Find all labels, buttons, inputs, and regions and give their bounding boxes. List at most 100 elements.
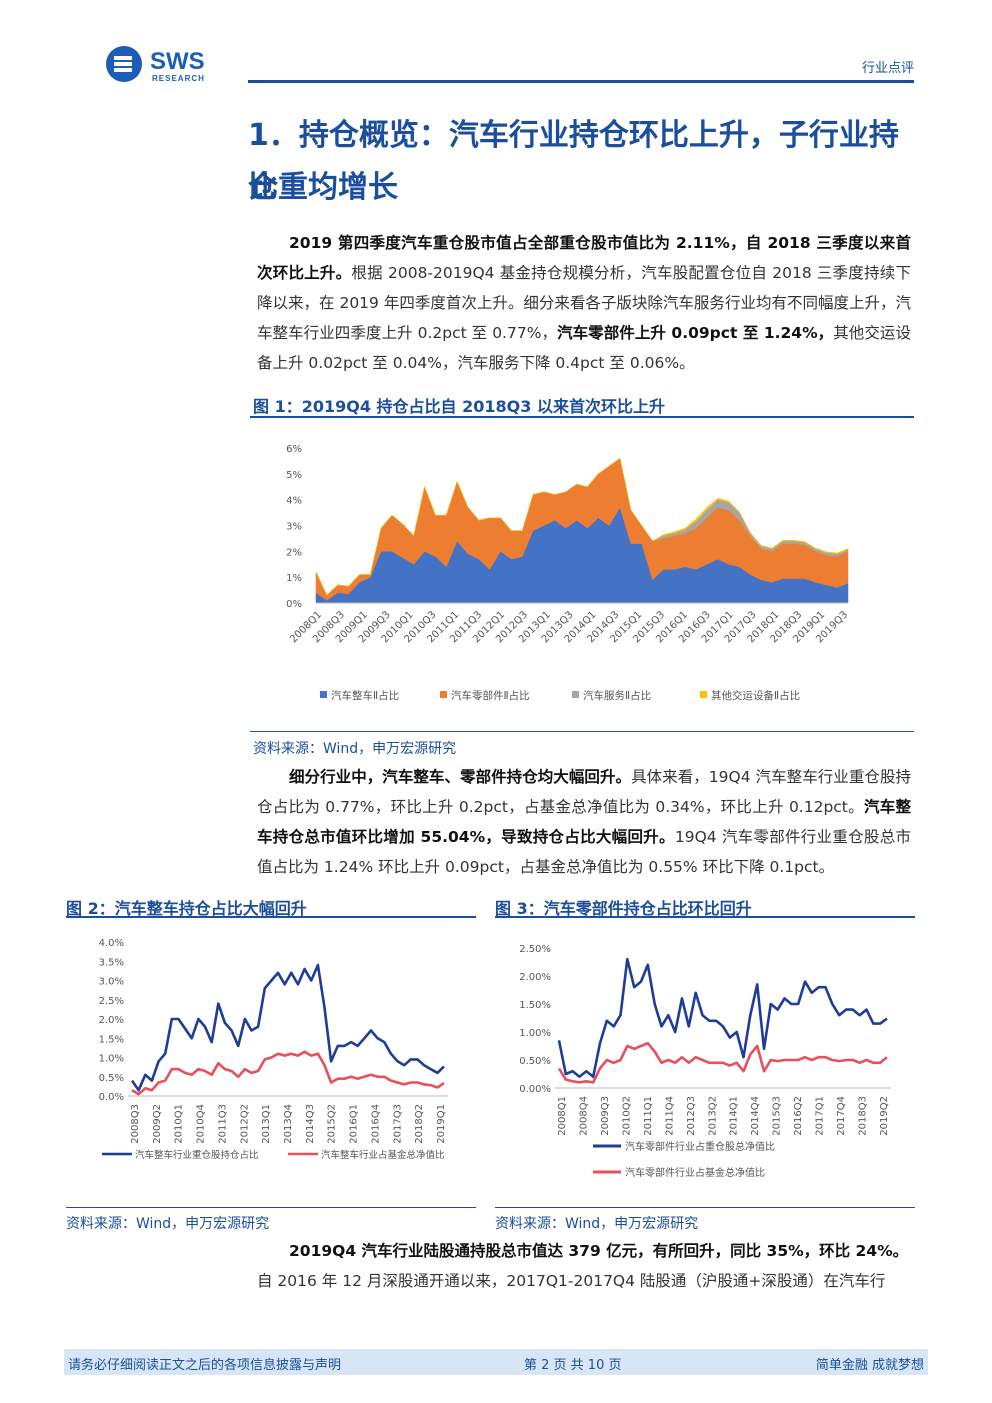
y-tick-label: 0.00% (519, 1084, 551, 1095)
y-tick-label: 0% (286, 599, 302, 610)
y-tick-label: 3.5% (99, 957, 124, 968)
y-tick-label: 3% (286, 522, 302, 533)
area-series-3 (315, 457, 849, 596)
x-tick-label: 2008Q4 (578, 1096, 589, 1136)
legend-label: 汽车整车行业占基金总净值比 (321, 1149, 445, 1161)
footer-disclaimer: 请务必仔细阅读正文之后的各项信息披露与声明 (68, 1358, 342, 1373)
y-tick-label: 4% (286, 496, 302, 507)
legend-label: 其他交运设备Ⅱ占比 (711, 689, 800, 702)
footer-page-number: 第 2 页 共 10 页 (524, 1358, 622, 1373)
y-tick-label: 1.50% (519, 1000, 551, 1011)
x-tick-label: 2013Q1 (261, 1104, 272, 1144)
x-tick-label: 2015Q2 (327, 1104, 338, 1144)
paragraph-1-text2: 其他交运设备上升 0.02pct 至 0.04%，汽车服务下降 0.4pct 至… (257, 324, 911, 372)
fig3-source: 资料来源：Wind，申万宏源研究 (495, 1216, 699, 1232)
report-category: 行业点评 (861, 61, 914, 76)
fig1-stacked-area-chart: 0%1%2%3%4%5%6%2008Q12008Q32009Q12009Q320… (286, 444, 850, 702)
x-tick-label: 2008Q1 (557, 1096, 568, 1136)
x-tick-label: 2008Q3 (130, 1104, 141, 1144)
footer-slogan: 简单金融 成就梦想 (815, 1358, 924, 1373)
y-tick-label: 4.0% (99, 938, 124, 949)
sws-logo-mark (106, 46, 142, 82)
x-tick-label: 2014Q4 (750, 1096, 761, 1136)
fig2-source: 资料来源：Wind，申万宏源研究 (66, 1216, 270, 1232)
y-tick-label: 2.50% (519, 944, 551, 955)
x-tick-label: 2010Q1 (174, 1104, 185, 1144)
paragraph-1-bold-lead: 2019 第四季度汽车重仓股市值占全部重仓股市值比为 2.11%，自 2018 … (257, 234, 911, 282)
legend-label: 汽车零部件行业占重仓股总净值比 (625, 1140, 775, 1153)
header-rule (248, 80, 914, 83)
fig3-title: 图 3：汽车零部件持仓占比环比回升 (495, 899, 752, 918)
legend-swatch (320, 691, 327, 698)
legend-label: 汽车整车Ⅱ占比 (331, 689, 399, 702)
paragraph-2-bold2: 汽车整车持仓总市值环比增加 55.04%，导致持仓占比大幅回升。 (257, 798, 911, 846)
line-series-1 (131, 1050, 445, 1096)
fig2-line-chart: 0.0% 0.5% 1.0% 1.5% 2.0% 2.5% 3.0% 3.5% 4.0% 2008… (99, 938, 448, 1161)
line-series-1 (557, 1041, 888, 1084)
paragraph-1-text1: 根据 2008-2019Q4 基金持仓规模分析，汽车股配置仓位自 2018 三季… (257, 264, 911, 342)
fig3-bottom-rule (495, 1207, 915, 1208)
logo-subtext: RESEARCH (152, 74, 205, 83)
paragraph-2: 细分行业中，汽车整车、零部件持仓均大幅回升。具体来看，19Q4 汽车整车行业重仓… (257, 762, 911, 882)
y-tick-label: 2.5% (99, 996, 124, 1007)
x-tick-label: 2014Q3 (305, 1104, 316, 1144)
x-tick-label: 2019Q1 (436, 1104, 447, 1144)
x-tick-label: 2015Q3 (772, 1096, 783, 1136)
y-tick-label: 1.0% (99, 1054, 124, 1065)
page-footer: 请务必仔细阅读正文之后的各项信息披露与声明 第 2 页 共 10 页 简单金融 … (64, 1349, 928, 1375)
fig1-source: 资料来源：Wind，申万宏源研究 (253, 741, 457, 757)
x-tick-label: 2009Q3 (600, 1096, 611, 1136)
paragraph-2-text1: 具体来看，19Q4 汽车整车行业重仓股持仓占比为 0.77%，环比上升 0.2p… (257, 768, 911, 816)
x-tick-label: 2016Q2 (793, 1096, 804, 1136)
x-tick-label: 2016Q1 (349, 1104, 360, 1144)
y-tick-label: 0.0% (99, 1092, 124, 1103)
x-tick-label: 2019Q2 (879, 1096, 890, 1136)
line-series-0 (557, 957, 888, 1079)
y-tick-label: 1% (286, 573, 302, 584)
fig3-title-rule (495, 916, 915, 918)
sws-logo: SWS RESEARCH (104, 44, 234, 86)
x-tick-label: 2010Q4 (196, 1104, 207, 1144)
x-tick-label: 2018Q2 (414, 1104, 425, 1144)
paragraph-3-bold-line: 2019Q4 汽车行业陆股通持股总市值达 379 亿元，有所回升，同比 35%，… (289, 1242, 909, 1260)
x-tick-label: 2017Q1 (815, 1096, 826, 1136)
y-tick-label: 0.5% (99, 1073, 124, 1084)
fig2-title-rule (66, 916, 476, 918)
legend-swatch (572, 691, 579, 698)
x-tick-label: 2012Q2 (239, 1104, 250, 1144)
section-title-line1: 1．持仓概览：汽车行业持仓环比上升，子行业持仓 (248, 118, 899, 205)
logo-text: SWS (150, 48, 205, 75)
x-tick-label: 2011Q3 (217, 1104, 228, 1144)
x-tick-label: 2018Q3 (858, 1096, 869, 1136)
y-tick-label: 0.50% (519, 1056, 551, 1067)
x-tick-label: 2016Q4 (370, 1104, 381, 1144)
legend-label: 汽车零部件行业占基金总净值比 (625, 1166, 765, 1179)
fig2-bottom-rule (66, 1207, 476, 1208)
x-tick-label: 2011Q1 (643, 1096, 654, 1136)
legend-label: 汽车整车行业重仓股持仓占比 (135, 1149, 259, 1161)
fig1-title: 图 1：2019Q4 持仓占比自 2018Q3 以来首次环比上升 (253, 397, 665, 416)
y-tick-label: 5% (286, 470, 302, 481)
y-tick-label: 1.5% (99, 1034, 124, 1045)
legend-swatch (440, 691, 447, 698)
x-tick-label: 2013Q4 (283, 1104, 294, 1144)
paragraph-3-text: 自 2016 年 12 月深股通开通以来，2017Q1-2017Q4 陆股通（沪… (257, 1272, 886, 1290)
x-tick-label: 2017Q4 (836, 1096, 847, 1136)
fig1-title-rule (250, 416, 914, 418)
y-tick-label: 3.0% (99, 977, 124, 988)
x-tick-label: 2014Q1 (729, 1096, 740, 1136)
paragraph-2-bold-lead: 细分行业中，汽车整车、零部件持仓均大幅回升。 (289, 768, 632, 786)
legend-swatch (700, 691, 707, 698)
section-title-line2: 比重均增长 (248, 170, 398, 205)
legend-label: 汽车零部件Ⅱ占比 (451, 689, 530, 702)
paragraph-1-bold2: 汽车零部件上升 0.09pct 至 1.24%， (557, 324, 834, 342)
y-tick-label: 2.00% (519, 972, 551, 983)
fig1-bottom-rule (250, 731, 914, 732)
fig3-line-chart: 0.00% 0.50% 1.00% 1.50% 2.00% 2.50% 2008Q1 2008… (519, 944, 891, 1179)
paragraph-2-text2: 19Q4 汽车零部件行业重仓股总市值占比为 1.24% 环比上升 0.09pct… (257, 828, 911, 876)
x-tick-label: 2012Q3 (686, 1096, 697, 1136)
y-tick-label: 6% (286, 444, 302, 455)
x-tick-label: 2013Q2 (707, 1096, 718, 1136)
line-series-0 (130, 963, 445, 1092)
y-tick-label: 2% (286, 547, 302, 558)
